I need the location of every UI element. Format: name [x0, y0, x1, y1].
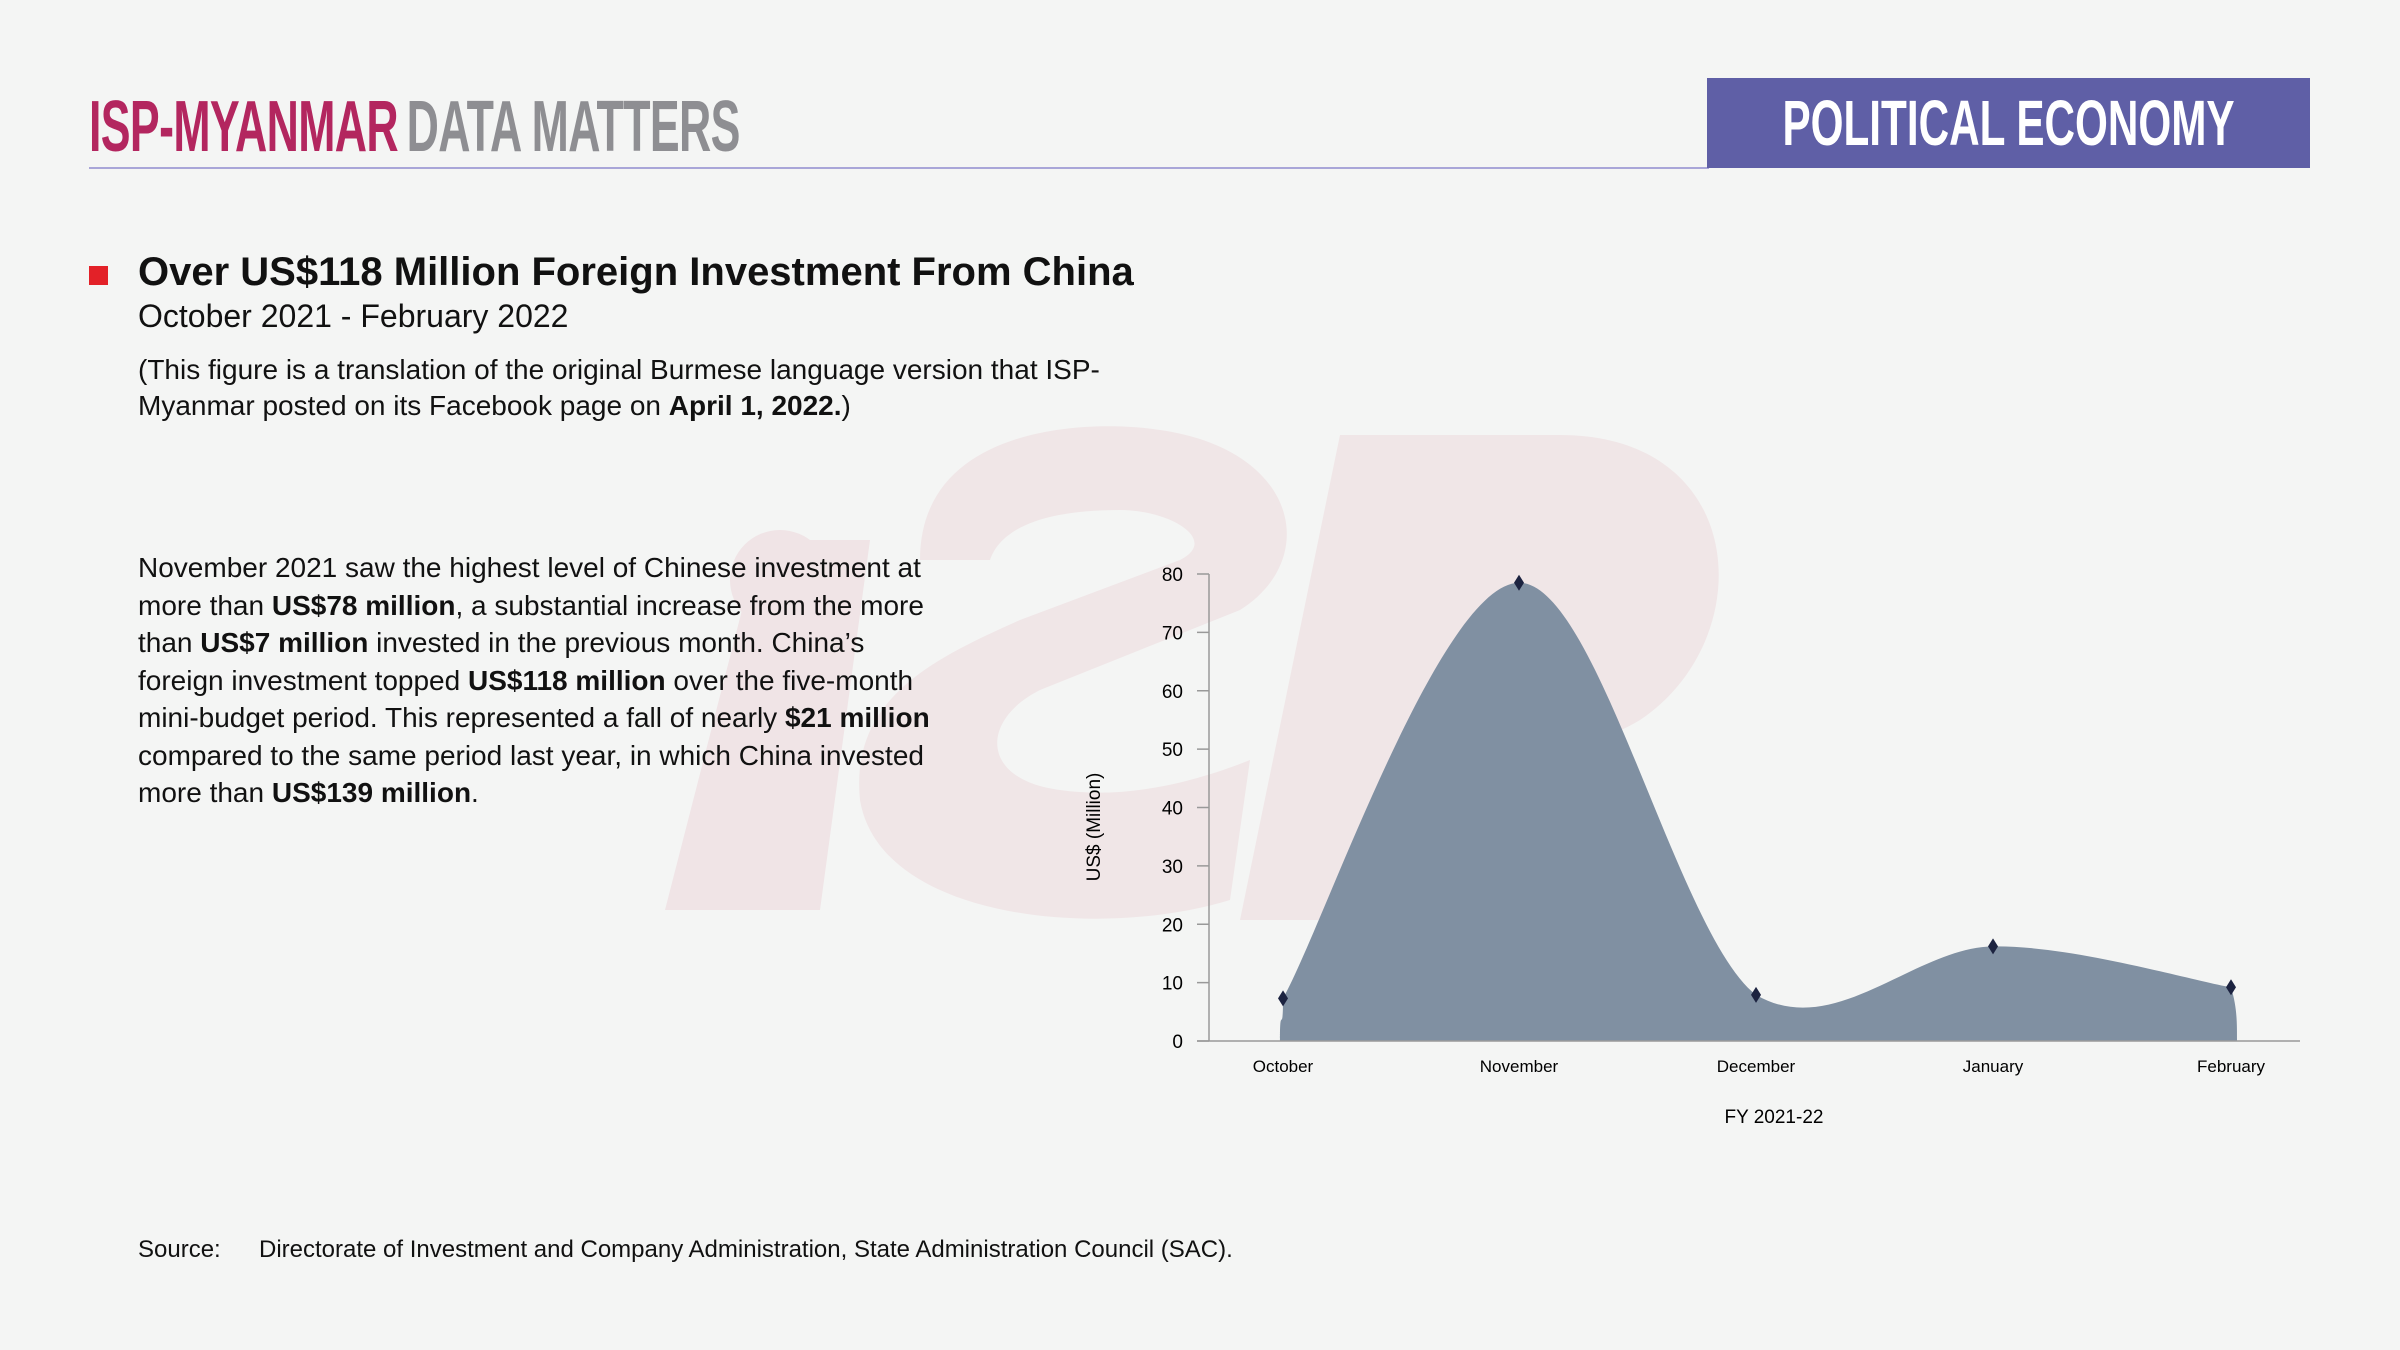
- x-tick-label: January: [1963, 1057, 2024, 1076]
- x-tick-label: December: [1717, 1057, 1796, 1076]
- data-point-marker: [1514, 574, 1524, 591]
- y-axis-label: US$ (Million): [1084, 773, 1105, 882]
- section-badge-label: POLITICAL ECONOMY: [1782, 87, 2235, 159]
- y-tick-label: 80: [1162, 565, 1183, 586]
- para-text: over the five-month mini-budget period. …: [138, 664, 914, 734]
- data-point-marker: [1278, 990, 1288, 1007]
- y-tick-label: 70: [1162, 623, 1183, 644]
- brand-name: ISP-MYANMAR: [89, 87, 399, 167]
- note-text: (This figure is a translation of the ori…: [138, 354, 1100, 421]
- para-highlight: $21 million: [784, 702, 930, 733]
- x-axis-label: FY 2021-22: [1725, 1107, 1824, 1128]
- para-text: .: [471, 777, 479, 808]
- x-tick-label: November: [1480, 1057, 1559, 1076]
- para-text: invested in the previous month. China’s …: [138, 627, 865, 696]
- source-text: Directorate of Investment and Company Ad…: [259, 1236, 1233, 1263]
- y-tick-label: 40: [1162, 799, 1183, 820]
- brand-logo: ISP-MYANMAR DATA MATTERS: [89, 91, 740, 163]
- x-tick-label: October: [1253, 1057, 1314, 1076]
- section-badge: POLITICAL ECONOMY: [1707, 78, 2310, 168]
- page-title: Over US$118 Million Foreign Investment F…: [138, 250, 1134, 294]
- y-tick-label: 50: [1162, 740, 1183, 761]
- data-point-marker: [1751, 986, 1761, 1003]
- para-highlight: US$7 million: [200, 627, 369, 658]
- note-close: ): [841, 390, 851, 421]
- y-tick-label: 30: [1162, 857, 1183, 878]
- para-highlight: US$118 million: [467, 664, 666, 696]
- area-series: [1280, 582, 2237, 1041]
- y-tick-label: 10: [1162, 974, 1183, 995]
- header-divider: [89, 167, 1709, 169]
- note-date: April 1, 2022.: [668, 390, 842, 421]
- para-text: compared to the same period last year, i…: [138, 739, 924, 809]
- data-point-marker: [1988, 938, 1998, 955]
- para-text: November 2021 saw the highest level of C…: [138, 552, 921, 621]
- y-tick-label: 20: [1162, 915, 1183, 936]
- y-tick-label: 0: [1172, 1032, 1183, 1053]
- brand-suffix: DATA MATTERS: [406, 87, 741, 167]
- translation-note: (This figure is a translation of the ori…: [138, 352, 1138, 424]
- source-label: Source:: [138, 1236, 221, 1263]
- x-tick-label: February: [2197, 1057, 2266, 1076]
- para-highlight: US$78 million: [271, 589, 456, 621]
- para-text: , a substantial increase from the more t…: [138, 589, 924, 659]
- bullet-square-icon: [89, 266, 108, 285]
- y-tick-label: 60: [1162, 682, 1183, 703]
- summary-paragraph: November 2021 saw the highest level of C…: [138, 549, 938, 812]
- data-point-marker: [2226, 979, 2236, 996]
- page-subtitle: October 2021 - February 2022: [138, 298, 569, 334]
- para-highlight: US$139 million: [271, 777, 472, 808]
